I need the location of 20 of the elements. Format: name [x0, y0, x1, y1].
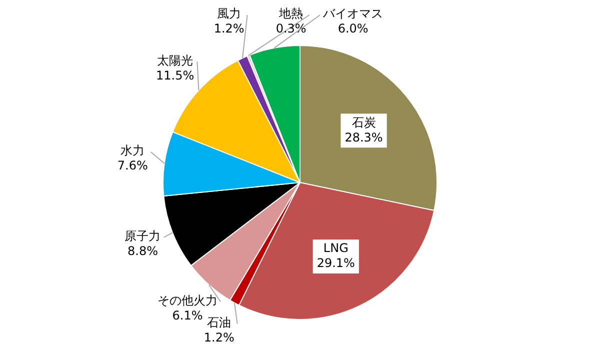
data-label: 6.1%: [172, 308, 203, 322]
slice-label: 風力: [217, 6, 242, 21]
data-label: 6.0%: [338, 22, 368, 36]
slice-label: 石炭: [352, 115, 376, 130]
data-label: 8.8%: [127, 244, 158, 258]
slice-label: 原子力: [124, 229, 161, 244]
data-label: 7.6%: [117, 158, 148, 173]
slice-label: 水力: [120, 144, 145, 158]
slice-label: 地熱: [278, 6, 304, 21]
data-label: 11.5%: [156, 68, 194, 82]
slice-label: バイオマス: [322, 6, 384, 21]
data-label: 1.2%: [214, 22, 244, 36]
slice-label: LNG: [323, 241, 348, 256]
data-label: 28.3%: [344, 130, 383, 144]
data-label: 0.3%: [276, 22, 306, 36]
slice-label: その他火力: [158, 293, 218, 308]
slice-label: 石油: [207, 316, 232, 330]
data-label: 1.2%: [204, 330, 234, 345]
slice-label: 太陽光: [157, 53, 194, 68]
data-label: 29.1%: [316, 256, 355, 270]
